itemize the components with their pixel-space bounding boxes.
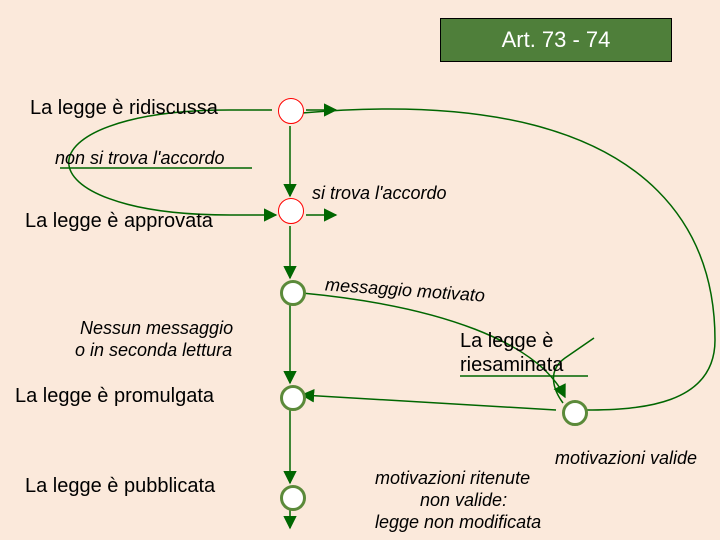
label-pubblicata: La legge è pubblicata [25, 475, 215, 498]
label-msg_motivato: messaggio motivato [324, 274, 485, 306]
label-mot_nonv2: non valide: [420, 490, 507, 511]
label-mot_nonv3: legge non modificata [375, 512, 541, 533]
title-box: Art. 73 - 74 [440, 18, 672, 62]
label-riesaminata1: La legge è [460, 330, 553, 353]
label-si_accordo: si trova l'accordo [312, 183, 447, 204]
label-mot_nonv1: motivazioni ritenute [375, 468, 530, 489]
node-n_promulgata [280, 385, 306, 411]
label-approvata: La legge è approvata [25, 210, 213, 233]
label-nessun1: Nessun messaggio [80, 318, 233, 339]
label-promulgata: La legge è promulgata [15, 385, 214, 408]
label-ridiscussa: La legge è ridiscussa [30, 97, 218, 120]
diagram-canvas: Art. 73 - 74 La legge è ridiscussa non si … [0, 0, 720, 540]
label-riesaminata2: riesaminata [460, 354, 563, 377]
label-nessun2: o in seconda lettura [75, 340, 232, 361]
node-n_messaggio [280, 280, 306, 306]
node-n_accordo [278, 198, 304, 224]
node-n_ridiscussa [278, 98, 304, 124]
node-n_riesaminata [562, 400, 588, 426]
node-n_pubblicata [280, 485, 306, 511]
label-mot_valide: motivazioni valide [555, 448, 697, 469]
label-non_accordo: non si trova l'accordo [55, 148, 225, 169]
